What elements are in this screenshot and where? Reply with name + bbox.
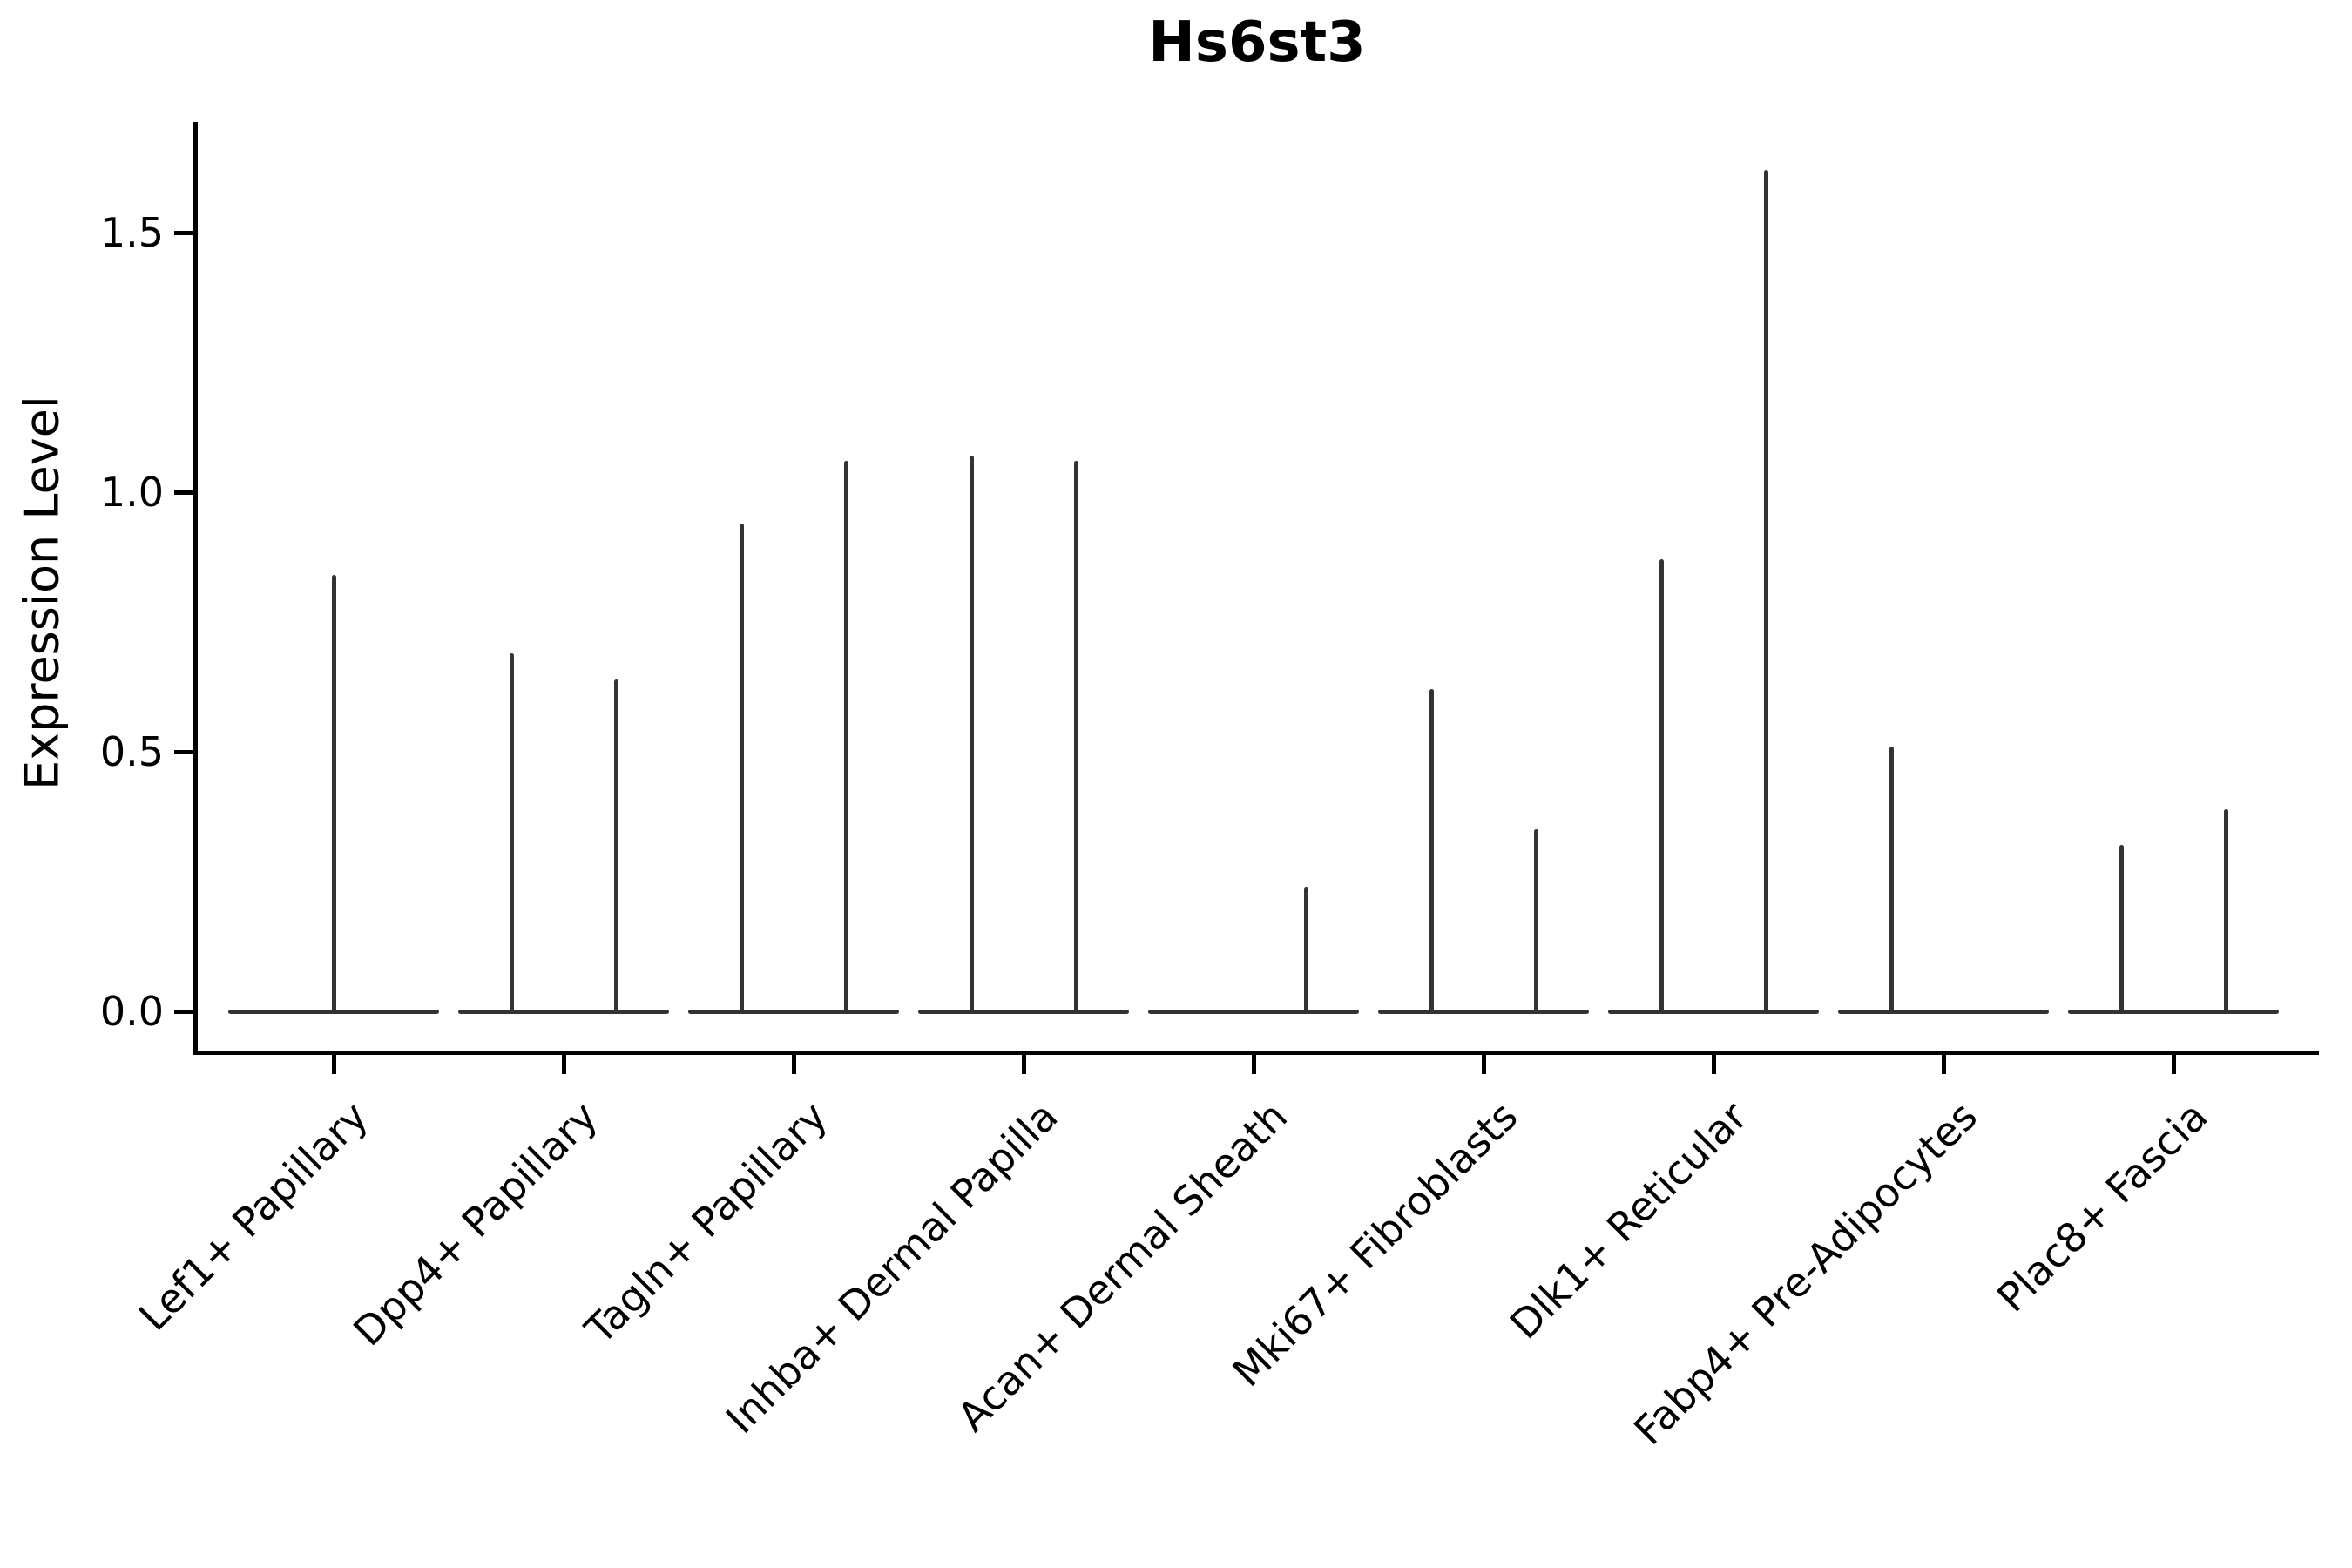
violin-baseline [1378,1010,1589,1014]
x-tick [332,1055,336,1074]
violin-spike [1659,559,1664,1013]
x-tick-label: Dpp4+ Papillary [344,1092,607,1355]
violin-baseline [458,1010,669,1014]
violin-spike [1304,886,1308,1013]
x-tick [1712,1055,1716,1074]
y-tick-label: 1.5 [99,209,164,256]
y-tick-label: 0.5 [99,728,164,775]
violin-spike [2224,808,2228,1013]
y-tick [174,231,193,235]
violin-baseline [1608,1010,1819,1014]
x-tick-label: Dlk1+ Reticular [1501,1092,1757,1348]
x-tick [2172,1055,2176,1074]
x-tick-label: Plac8+ Fascia [1987,1092,2217,1321]
y-tick [174,750,193,754]
violin-spike [740,523,744,1013]
y-tick [174,490,193,495]
chart-title: Hs6st3 [1148,10,1366,75]
violin-spike [970,456,974,1013]
violin-spike [1534,829,1538,1013]
violin-baseline [1838,1010,2049,1014]
x-tick [1482,1055,1486,1074]
x-tick [1252,1055,1256,1074]
violin-spike [1889,747,1894,1013]
x-tick-label: Lef1+ Papillary [129,1092,377,1341]
x-tick-label: Tagln+ Papillary [576,1092,837,1354]
x-tick [1942,1055,1946,1074]
violin-baseline [688,1010,899,1014]
y-axis-spine [193,122,198,1055]
violin-spike [332,575,336,1013]
x-axis-spine [193,1051,2319,1055]
violin-baseline [2068,1010,2279,1014]
violin-spike [510,652,514,1013]
x-tick [792,1055,796,1074]
violin-spike [1764,170,1768,1013]
violin-spike [1074,461,1078,1013]
y-tick-label: 1.0 [99,469,164,516]
violin-baseline [918,1010,1129,1014]
y-axis-label: Expression Level [14,395,70,790]
violin-spike [1429,689,1434,1013]
x-tick [562,1055,566,1074]
y-tick-label: 0.0 [99,988,164,1035]
y-tick [174,1010,193,1014]
violin-baseline [1148,1010,1359,1014]
violin-spike [2119,845,2124,1013]
x-tick [1022,1055,1026,1074]
violin-spike [614,679,618,1013]
violin-spike [844,461,848,1013]
